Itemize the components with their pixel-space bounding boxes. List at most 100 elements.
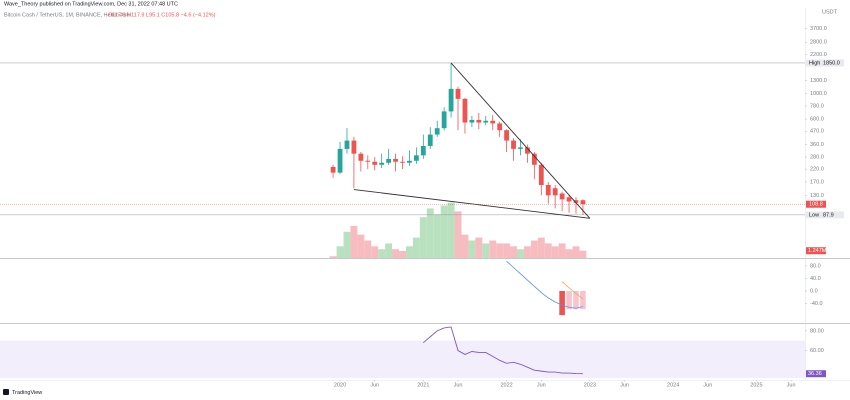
- candle-body: [344, 140, 350, 149]
- candle-body: [531, 153, 537, 165]
- x-tick-label: Jun: [703, 382, 712, 388]
- level-tag-value: 1850.0: [823, 60, 840, 66]
- volume-area: [530, 240, 538, 258]
- last-price-value: 108.8: [809, 202, 823, 208]
- volume-area: [496, 243, 504, 258]
- author-line: Wave_Theory published on TradingView.com…: [4, 1, 178, 7]
- volume-area: [572, 246, 580, 258]
- volume-area: [468, 240, 476, 258]
- y-tick-label: 280.0: [810, 155, 824, 161]
- volume-area: [544, 243, 552, 258]
- x-tick-label: 2021: [417, 382, 429, 388]
- x-tick-label: Jun: [787, 382, 796, 388]
- candle-body: [441, 111, 447, 129]
- rsi-line: [423, 326, 583, 375]
- candle-body: [559, 193, 565, 200]
- y-tick-label: 780.0: [810, 103, 824, 109]
- volume-area: [357, 234, 365, 258]
- candle-body: [518, 147, 523, 149]
- candle-body: [538, 164, 544, 185]
- rsi-last-value: 36.36: [808, 371, 822, 377]
- candle-body: [400, 161, 405, 163]
- symbol: Bitcoin Cash / TetherUS, 1M, BINANCE, He…: [4, 12, 131, 18]
- y-tick-label: 170.0: [810, 179, 824, 185]
- candle-body: [372, 161, 378, 165]
- y-tick-label: 80.00: [810, 328, 824, 334]
- candle-body: [407, 160, 412, 163]
- indicator-line: [561, 281, 584, 300]
- x-tick-label: 2020: [334, 382, 346, 388]
- volume-area: [405, 246, 413, 258]
- candle-body: [420, 145, 426, 156]
- candle-body: [427, 134, 433, 146]
- brand-logo: [3, 389, 9, 395]
- candle-body: [434, 128, 440, 135]
- volume-area: [447, 202, 455, 258]
- candle-body: [358, 153, 364, 161]
- volume-area: [371, 246, 379, 258]
- y-tick-label: 40.0: [810, 276, 821, 282]
- x-tick-label: 2022: [500, 382, 512, 388]
- rsi-tag: [806, 370, 826, 378]
- candle-body: [351, 140, 357, 154]
- candle-body: [483, 120, 489, 123]
- level-tag-value: 87.9: [823, 212, 834, 218]
- candle-body: [566, 197, 572, 202]
- volume-area: [440, 205, 448, 258]
- x-tick-label: Jun: [620, 382, 629, 388]
- volume-area: [378, 249, 386, 258]
- candle-body: [490, 120, 496, 124]
- candle-body: [504, 130, 509, 141]
- volume-area: [537, 237, 545, 258]
- candle-body: [476, 119, 482, 123]
- y-tick-label: 470.0: [810, 129, 824, 135]
- volume-area: [343, 231, 351, 258]
- indicator-line: [506, 260, 584, 309]
- candle-body: [365, 160, 371, 162]
- candle-body: [379, 162, 385, 165]
- y-tick-label: 1300.0: [810, 78, 827, 84]
- volume-area: [489, 240, 497, 258]
- brand: TradingView: [12, 390, 42, 396]
- candle-body: [525, 147, 530, 154]
- candle-body: [497, 123, 503, 131]
- volume-area: [517, 249, 524, 258]
- volume-area: [350, 225, 358, 258]
- level-tag-text: High: [809, 60, 820, 66]
- candle-body: [386, 158, 392, 163]
- volume-tag: [806, 247, 826, 255]
- volume-area: [419, 217, 427, 258]
- y-tick-label: 0.0: [810, 288, 818, 294]
- histogram-bar: [573, 291, 579, 310]
- y-tick-label: 130.0: [810, 193, 824, 199]
- volume-area: [523, 246, 531, 258]
- candle-body: [337, 148, 343, 173]
- y-tick-label: 360.0: [810, 142, 824, 148]
- trendline: [353, 189, 590, 219]
- y-tick-label: 60.00: [810, 348, 824, 354]
- y-tick-label: 2800.0: [810, 40, 827, 46]
- volume-area: [579, 250, 587, 258]
- volume-area: [336, 246, 344, 258]
- level-tag: [806, 59, 844, 67]
- volume-area: [454, 211, 462, 258]
- candle-body: [573, 200, 579, 203]
- volume-area: [551, 246, 559, 258]
- x-tick-label: Jun: [537, 382, 546, 388]
- histogram-bar: [566, 291, 572, 310]
- x-tick-label: 2023: [584, 382, 596, 388]
- histogram-bar: [580, 291, 586, 310]
- last-price-tag: [806, 200, 826, 208]
- volume-area: [565, 249, 573, 258]
- y-tick-label: 3700.0: [810, 26, 827, 32]
- volume-area: [558, 243, 566, 258]
- x-tick-label: 2024: [667, 382, 679, 388]
- histogram-bar: [559, 291, 565, 316]
- y-tick-label: 2200.0: [810, 52, 827, 58]
- x-tick-label: Jun: [454, 382, 463, 388]
- y-tick-label: 1000.0: [810, 91, 827, 97]
- candle-body: [511, 140, 516, 149]
